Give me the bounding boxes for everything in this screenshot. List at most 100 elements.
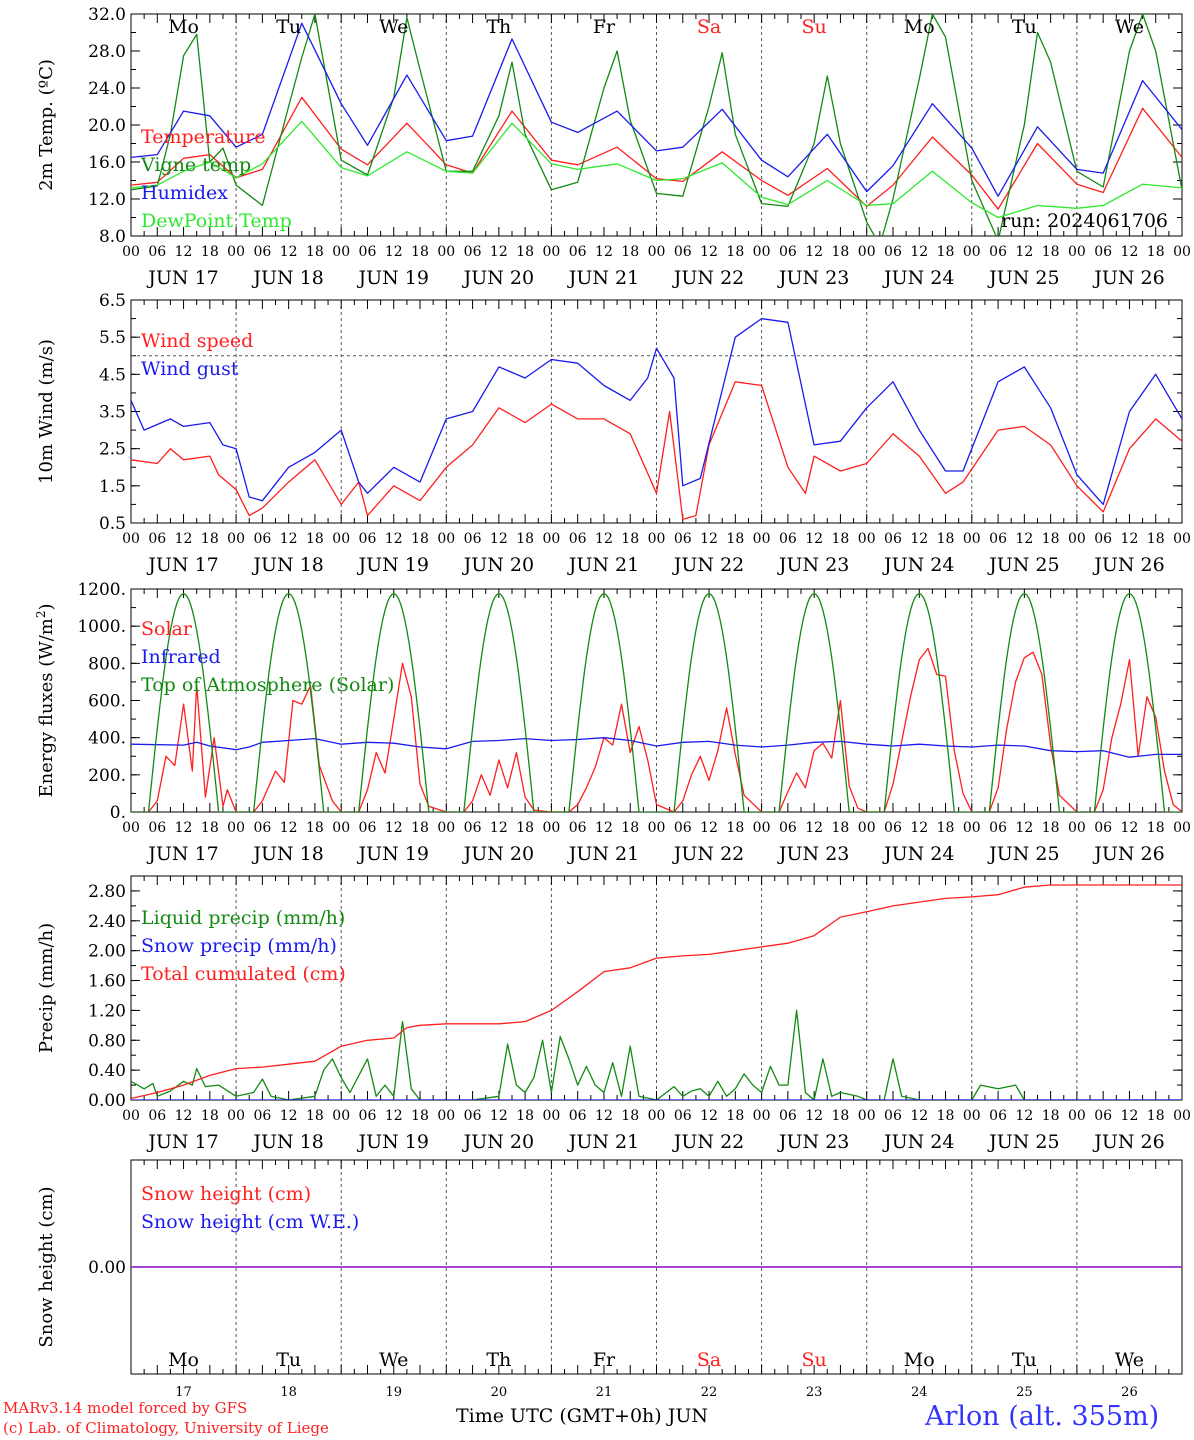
legend-entry: Snow precip (mm/h) (141, 935, 337, 957)
hour-tick-label: 00 (227, 820, 245, 836)
hour-tick-label: 06 (779, 531, 797, 547)
hour-tick-label: 00 (542, 820, 560, 836)
day-number-label: 20 (491, 1385, 508, 1400)
hour-tick-label: 00 (542, 531, 560, 547)
hour-tick-label: 06 (779, 820, 797, 836)
hour-tick-label: 12 (385, 820, 403, 836)
hour-tick-label: 18 (516, 244, 534, 260)
hour-tick-label: 18 (1042, 1108, 1060, 1124)
hour-tick-label: 00 (753, 531, 771, 547)
hour-tick-label: 06 (148, 820, 166, 836)
y-tick-label: 800. (88, 654, 126, 674)
hour-tick-label: 00 (648, 820, 666, 836)
date-label: JUN 23 (777, 843, 849, 865)
hour-tick-label: 06 (1094, 820, 1112, 836)
date-label: JUN 19 (357, 1131, 429, 1153)
hour-tick-label: 12 (805, 244, 823, 260)
date-label: JUN 23 (777, 1131, 849, 1153)
weekday-label: Fr (593, 16, 616, 38)
hour-tick-label: 12 (910, 1108, 928, 1124)
hour-tick-label: 18 (832, 244, 850, 260)
day-number-label: 23 (806, 1385, 823, 1400)
hour-tick-label: 12 (280, 820, 298, 836)
hour-tick-label: 00 (1068, 244, 1086, 260)
hour-tick-label: 06 (148, 531, 166, 547)
y-tick-label: 2.40 (88, 912, 126, 932)
y-tick-label: 0.00 (88, 1091, 126, 1111)
hour-tick-label: 12 (280, 244, 298, 260)
y-tick-label: 0.80 (88, 1031, 126, 1051)
panel-5: 0.00 Snow height (cm) Snow height (cm) Snow… (36, 1159, 1183, 1400)
series-group (131, 884, 1182, 1100)
date-label: JUN 21 (567, 554, 639, 576)
hour-tick-label: 00 (542, 1108, 560, 1124)
legend-entry: Liquid precip (mm/h) (141, 907, 345, 929)
hour-tick-label: 12 (910, 820, 928, 836)
hour-tick-label: 18 (726, 244, 744, 260)
hour-tick-label: 12 (1015, 244, 1033, 260)
y-axis-title: 10m Wind (m/s) (36, 339, 57, 484)
hour-tick-label: 12 (1015, 1108, 1033, 1124)
y-axis-title: 2m Temp. (ºC) (36, 59, 57, 191)
hour-tick-label: 18 (832, 531, 850, 547)
y-tick-label: 1.20 (88, 1001, 126, 1021)
hour-tick-label: 06 (148, 1108, 166, 1124)
series-group (131, 317, 1182, 520)
day-number-label: 22 (701, 1385, 718, 1400)
hour-tick-label: 18 (201, 1108, 219, 1124)
panel-2: 0.5 1.5 2.5 3.5 4.5 5.5 6.5 10m Wind (m/s) Wind … (36, 291, 1191, 576)
series-line-solar (131, 647, 1182, 812)
legend-entry: Infrared (141, 646, 221, 668)
hour-tick-label: 06 (148, 244, 166, 260)
weekday-label: We (379, 16, 408, 38)
y-tick-label: 600. (88, 692, 126, 712)
date-label: JUN 26 (1092, 1131, 1164, 1153)
hour-tick-label: 06 (1094, 1108, 1112, 1124)
series-line-wind-speed (131, 381, 1182, 520)
hour-tick-label: 06 (253, 820, 271, 836)
date-label: JUN 20 (462, 1131, 534, 1153)
hour-tick-label: 12 (385, 1108, 403, 1124)
legend-entry: Snow height (cm W.E.) (141, 1211, 359, 1233)
date-label: JUN 22 (672, 1131, 744, 1153)
hour-tick-label: 00 (753, 244, 771, 260)
hour-tick-label: 18 (411, 820, 429, 836)
legend-entry: Top of Atmosphere (Solar) (141, 674, 394, 696)
hour-tick-label: 12 (700, 820, 718, 836)
hour-tick-label: 12 (910, 531, 928, 547)
day-number-label: 24 (911, 1385, 928, 1400)
station-name: Arlon (alt. 355m) (925, 1401, 1160, 1432)
hour-tick-label: 00 (1068, 820, 1086, 836)
y-tick-label: 6.5 (99, 291, 126, 311)
hour-tick-label: 18 (621, 244, 639, 260)
date-label: JUN 25 (987, 267, 1059, 289)
hour-tick-label: 00 (753, 1108, 771, 1124)
date-label: JUN 19 (357, 843, 429, 865)
date-label: JUN 21 (567, 267, 639, 289)
time-axis-title: Time UTC (GMT+0h) (456, 1405, 662, 1427)
hour-tick-label: 06 (884, 531, 902, 547)
date-label: JUN 20 (462, 843, 534, 865)
hour-tick-label: 06 (674, 820, 692, 836)
hour-tick-label: 00 (122, 244, 140, 260)
hour-tick-label: 18 (516, 1108, 534, 1124)
hour-tick-label: 18 (411, 1108, 429, 1124)
date-label: JUN 22 (672, 267, 744, 289)
hour-tick-label: 06 (989, 531, 1007, 547)
series-line-wind-gust (131, 317, 1182, 506)
hour-tick-label: 00 (1068, 1108, 1086, 1124)
hour-tick-label: 00 (122, 1108, 140, 1124)
date-label: JUN 24 (882, 1131, 954, 1153)
day-number-label: 19 (385, 1385, 402, 1400)
hour-tick-label: 00 (332, 820, 350, 836)
legend-entry: Vigne temp (140, 154, 251, 176)
date-label: JUN 22 (672, 554, 744, 576)
hour-tick-label: 18 (306, 820, 324, 836)
y-tick-label: 1.5 (99, 477, 126, 497)
date-label: JUN 20 (462, 554, 534, 576)
y-tick-label: 2.5 (99, 440, 126, 460)
hour-tick-label: 18 (1147, 1108, 1165, 1124)
weekday-label: Sa (697, 16, 721, 38)
time-axis-month: JUN (667, 1405, 709, 1427)
time-axis-label: Time UTC (GMT+0h) JUN (456, 1405, 708, 1427)
